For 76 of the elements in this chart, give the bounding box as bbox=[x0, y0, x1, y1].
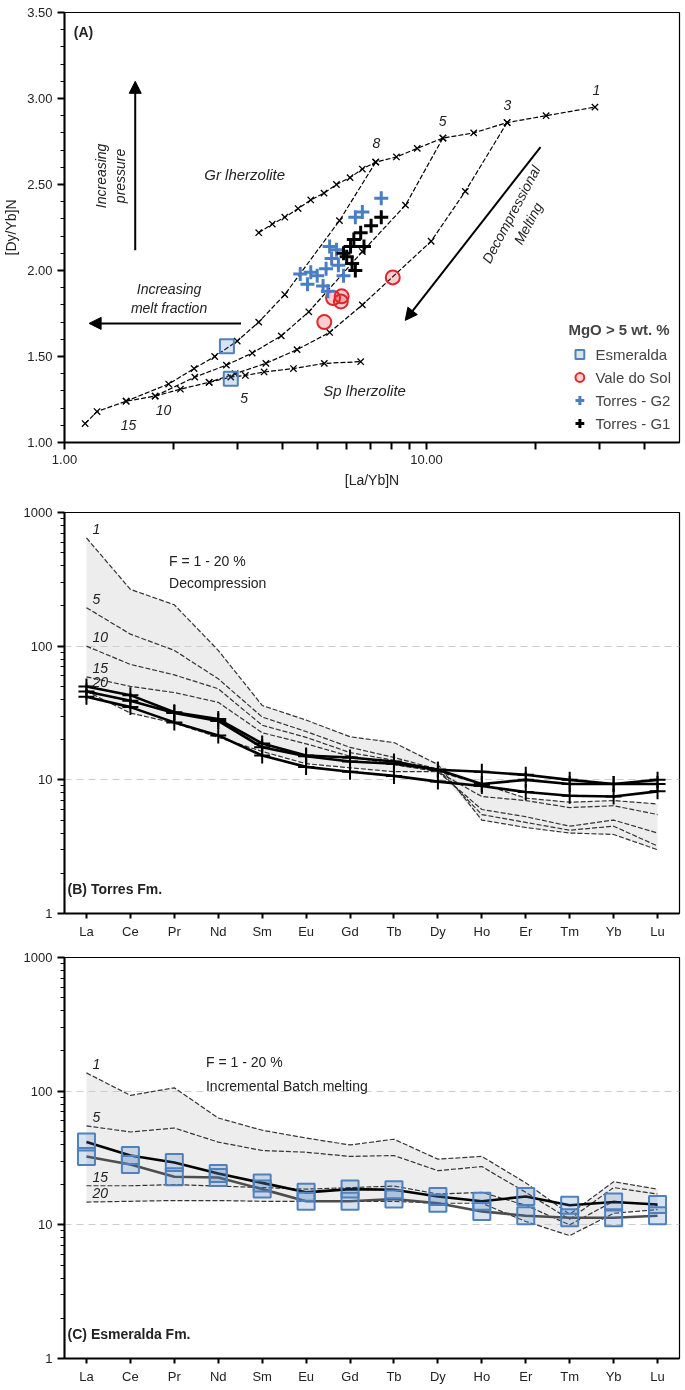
series-label: 1 bbox=[92, 1055, 101, 1072]
annotation: Sp lherzolite bbox=[323, 382, 406, 400]
y-tick-label: 1 bbox=[45, 1351, 53, 1366]
x-tick-label: La bbox=[79, 923, 95, 939]
x-tick-label: Tb bbox=[386, 923, 402, 939]
x-tick-label: Pr bbox=[167, 1368, 182, 1384]
annotation: Decompression bbox=[169, 574, 267, 591]
x-tick-label: Ce bbox=[122, 1368, 139, 1384]
annotation: Incremental Batch melting bbox=[205, 1077, 368, 1094]
annotation: 10 bbox=[155, 401, 172, 418]
y-tick-label: 2.50 bbox=[27, 177, 53, 192]
y-tick-label: 1000 bbox=[23, 505, 53, 520]
x-tick-label: La bbox=[79, 1368, 95, 1384]
annotation: 5 bbox=[438, 112, 447, 129]
annotation: F = 1 - 20 % bbox=[169, 552, 246, 569]
x-tick-label: Lu bbox=[650, 1368, 665, 1384]
y-tick-label: 1000 bbox=[23, 950, 53, 965]
series-label: 5 bbox=[92, 1108, 101, 1125]
x-tick-label: Eu bbox=[298, 923, 315, 939]
annotation: Increasing pressure bbox=[93, 143, 129, 209]
y-tick-label: 10 bbox=[38, 772, 53, 788]
x-tick-label: Yb bbox=[605, 923, 622, 939]
series-label: 20 bbox=[91, 1185, 109, 1202]
annotation: (B) Torres Fm. bbox=[67, 881, 163, 898]
legend-label: Torres - G1 bbox=[595, 414, 671, 432]
annotation: (A) bbox=[73, 23, 94, 40]
x-tick-label: Gd bbox=[341, 923, 359, 939]
x-tick-label: Ce bbox=[122, 923, 139, 939]
y-tick-label: 100 bbox=[30, 1083, 53, 1099]
x-tick-label: Gd bbox=[341, 1368, 359, 1384]
legend-label: Vale do Sol bbox=[595, 368, 671, 386]
annotation: Increasing melt fraction bbox=[130, 280, 208, 317]
y-tick-label: 1.50 bbox=[27, 349, 53, 364]
x-tick-label: Er bbox=[519, 1368, 533, 1384]
x-tick-label: 10.00 bbox=[410, 451, 443, 467]
x-tick-label: Yb bbox=[605, 1368, 622, 1384]
y-tick-label: 1 bbox=[45, 906, 53, 921]
annotation: 1 bbox=[592, 81, 601, 98]
x-tick-label: Dy bbox=[429, 1368, 447, 1384]
legend-label: Esmeralda bbox=[595, 345, 668, 363]
x-tick-label: Er bbox=[519, 923, 533, 939]
annotation: 15 bbox=[120, 417, 137, 434]
y-tick-label: 1.00 bbox=[27, 435, 53, 450]
annotation: (C) Esmeralda Fm. bbox=[67, 1326, 191, 1343]
x-tick-label: Eu bbox=[298, 1368, 315, 1384]
annotation: 3 bbox=[503, 97, 512, 114]
x-tick-label: Tm bbox=[560, 1368, 580, 1384]
x-tick-label: Sm bbox=[252, 923, 272, 939]
x-tick-label: Tb bbox=[386, 1368, 402, 1384]
x-tick-label: Ho bbox=[473, 923, 491, 939]
x-tick-label: Lu bbox=[650, 923, 665, 939]
y-tick-label: 3.00 bbox=[27, 91, 53, 106]
y-tick-label: 2.00 bbox=[27, 263, 53, 278]
x-tick-label: Sm bbox=[252, 1368, 272, 1384]
y-tick-label: 100 bbox=[30, 638, 53, 654]
series-label: 15 bbox=[92, 659, 109, 676]
x-axis-title: [La/Yb]N bbox=[344, 471, 400, 488]
x-tick-label: Nd bbox=[209, 923, 227, 939]
series-label: 5 bbox=[92, 590, 101, 607]
annotation: F = 1 - 20 % bbox=[205, 1053, 283, 1070]
x-tick-label: Pr bbox=[167, 923, 182, 939]
annotation: 8 bbox=[372, 135, 381, 152]
y-tick-label: 10 bbox=[38, 1217, 53, 1233]
legend-label: Torres - G2 bbox=[595, 391, 671, 409]
x-tick-label: Dy bbox=[429, 923, 447, 939]
y-axis-title: [Dy/Yb]N bbox=[3, 199, 20, 256]
series-label: 15 bbox=[92, 1168, 109, 1185]
annotation: 5 bbox=[240, 389, 249, 406]
x-tick-label: Nd bbox=[209, 1368, 227, 1384]
series-label: 1 bbox=[92, 520, 101, 537]
x-tick-label: Tm bbox=[560, 923, 580, 939]
series-label: 10 bbox=[92, 629, 109, 646]
legend-title: MgO > 5 wt. % bbox=[568, 321, 671, 338]
x-tick-label: Ho bbox=[473, 1368, 491, 1384]
y-tick-label: 3.50 bbox=[27, 5, 53, 20]
annotation: Gr lherzolite bbox=[204, 165, 286, 183]
